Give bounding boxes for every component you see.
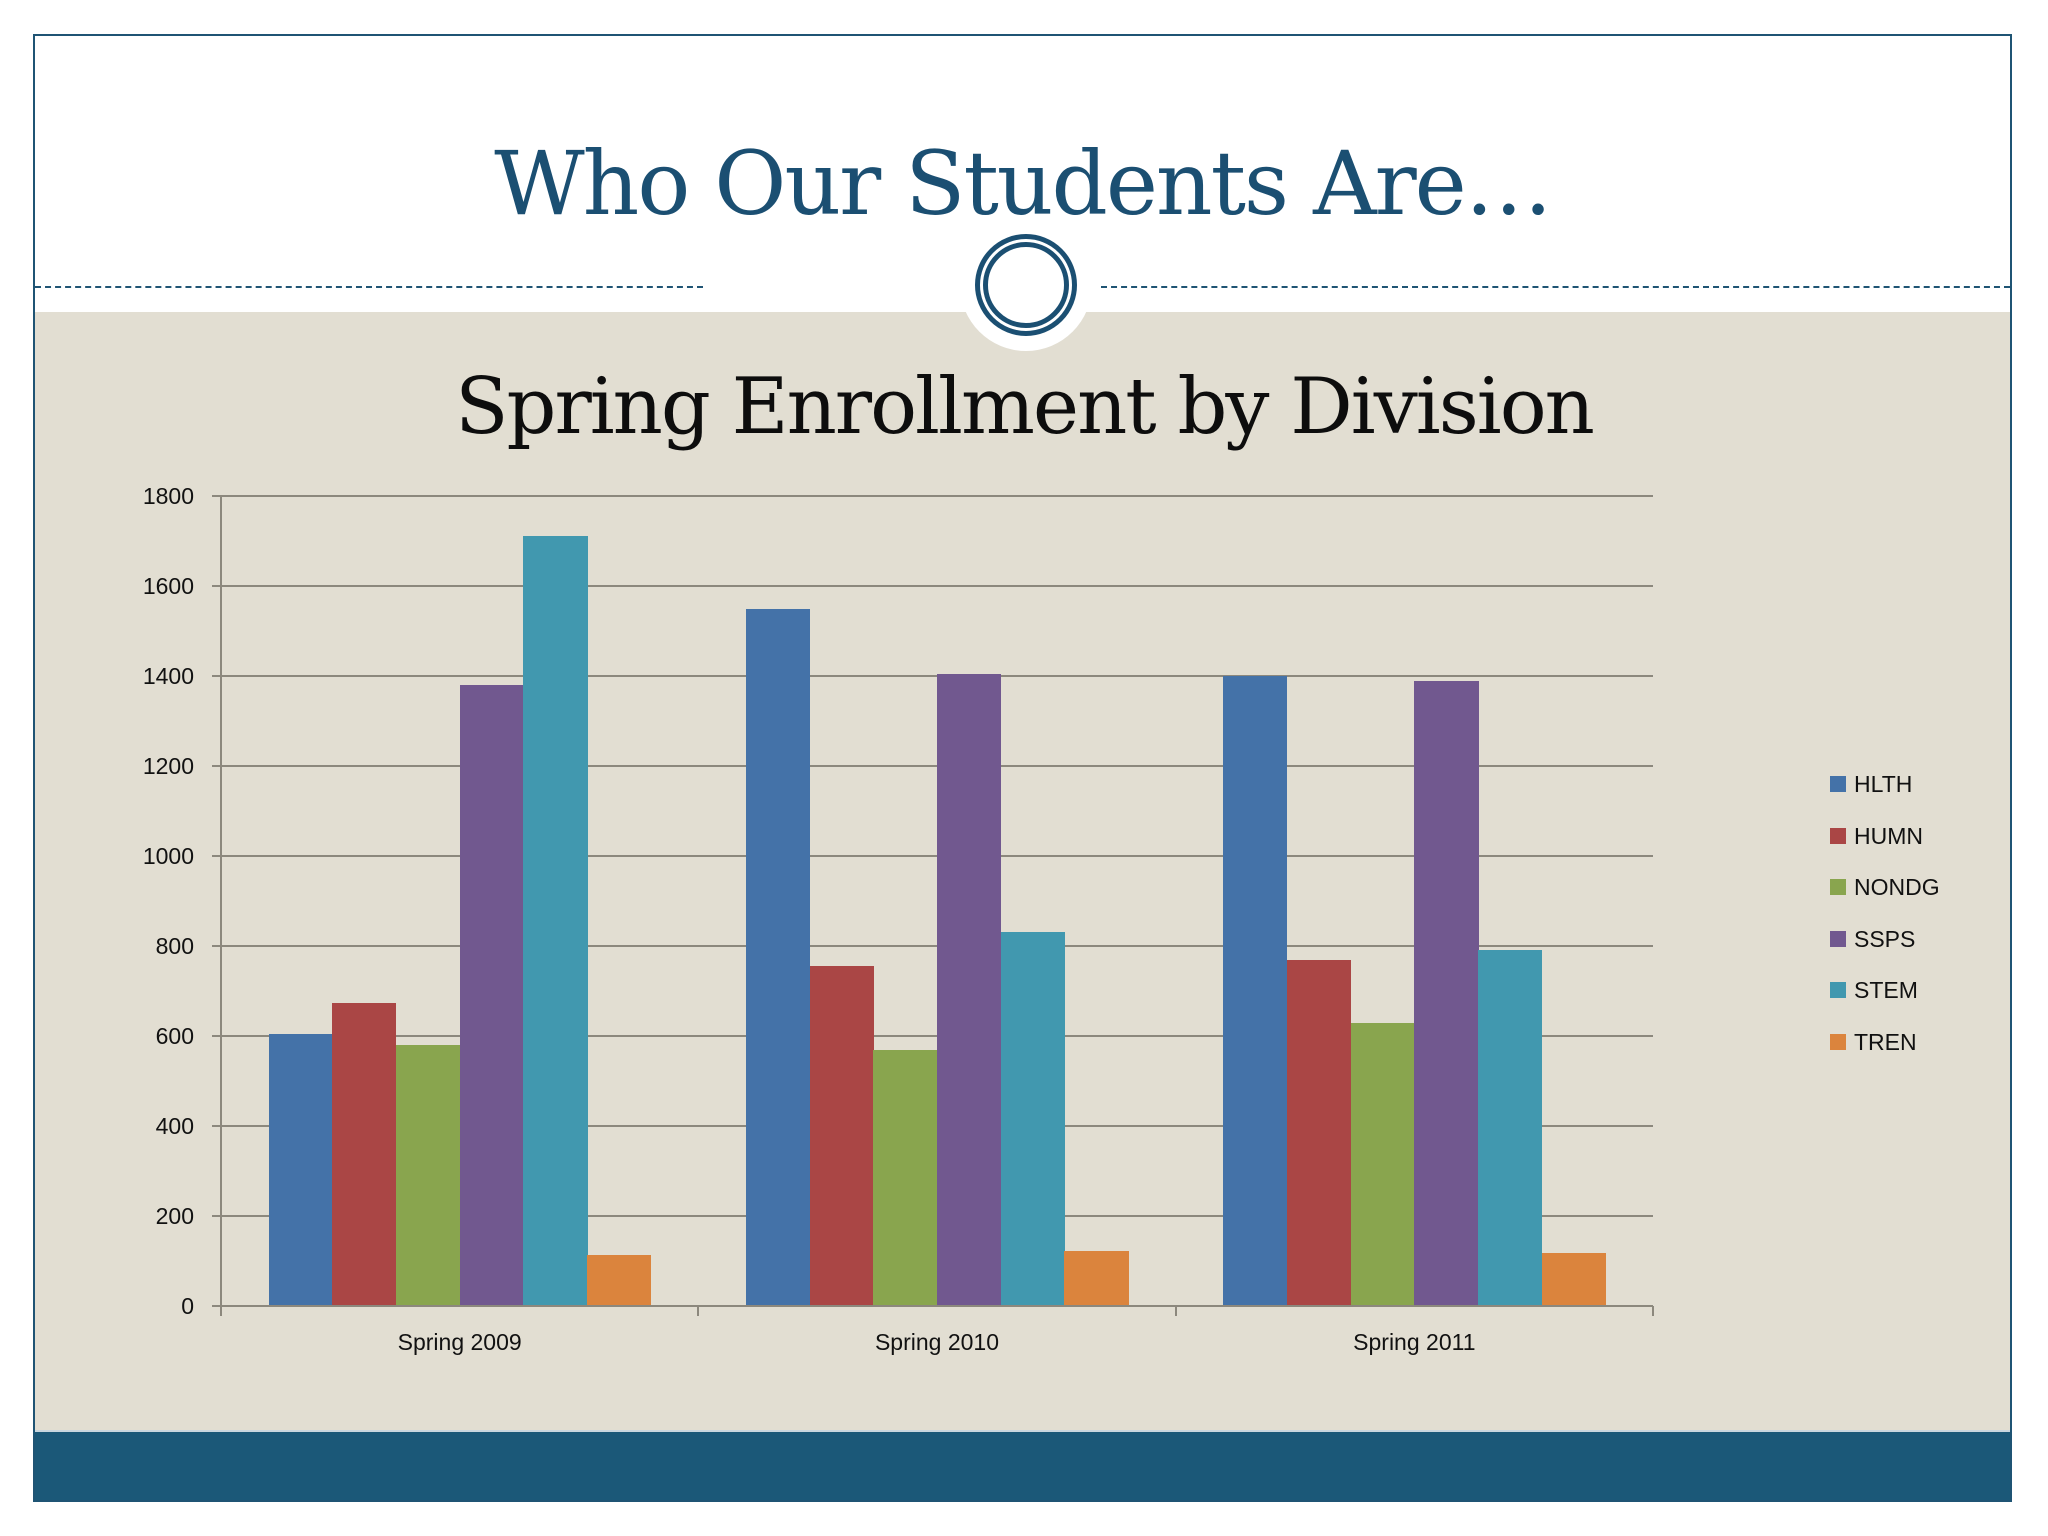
double-ring-icon [975, 234, 1077, 336]
y-axis-label: 800 [155, 933, 194, 959]
legend-swatch [1830, 930, 1846, 947]
double-ring-inner-icon [983, 242, 1069, 328]
legend-swatch [1830, 827, 1846, 844]
footer-bar [35, 1430, 2010, 1500]
legend-swatch [1830, 776, 1846, 792]
y-axis-label: 1200 [142, 753, 194, 779]
bar-ssps [1414, 680, 1479, 1306]
legend-label: TREN [1854, 1028, 1917, 1055]
x-axis-label: Spring 2011 [1353, 1329, 1476, 1355]
y-tick-mark [212, 1215, 221, 1217]
y-tick-mark [212, 495, 221, 497]
x-tick-mark [697, 1306, 700, 1316]
x-tick-mark [1652, 1306, 1654, 1316]
legend-label: NONDG [1854, 874, 1940, 900]
bar-nondg [395, 1045, 461, 1306]
y-axis-label: 1400 [142, 663, 194, 689]
legend-label: HLTH [1854, 771, 1913, 797]
divider-line-left [35, 286, 703, 288]
y-tick-mark [212, 585, 221, 587]
slide-title: Who Our Students Are… [494, 132, 1553, 235]
y-tick-mark [212, 855, 221, 857]
bar-stem [523, 535, 588, 1306]
bar-hlth [745, 608, 811, 1306]
y-axis-label: 400 [155, 1113, 194, 1139]
bar-tren [587, 1255, 652, 1306]
y-axis-label: 600 [155, 1023, 194, 1049]
legend-swatch [1830, 982, 1846, 998]
x-tick-mark [1174, 1306, 1177, 1316]
chart-title: Spring Enrollment by Division [455, 362, 1595, 452]
bar-hlth [268, 1034, 333, 1306]
y-axis-label: 1000 [142, 843, 194, 869]
y-tick-mark [212, 675, 221, 677]
y-tick-mark [212, 945, 221, 947]
bar-nondg [1350, 1023, 1415, 1306]
bar-humn [809, 965, 874, 1306]
y-tick-mark [212, 1305, 221, 1307]
bar-humn [332, 1003, 397, 1306]
x-axis [221, 1305, 1653, 1307]
bar-humn [1286, 960, 1352, 1306]
legend-swatch [1830, 879, 1846, 895]
y-axis-label: 0 [181, 1293, 194, 1319]
bar-nondg [873, 1049, 938, 1306]
bar-ssps [459, 685, 524, 1306]
x-axis-label: Spring 2009 [397, 1329, 522, 1355]
x-axis-label: Spring 2010 [874, 1329, 1000, 1355]
bar-stem [1000, 932, 1065, 1306]
y-tick-mark [212, 1125, 221, 1127]
gridline [221, 585, 1653, 587]
bar-hlth [1223, 676, 1288, 1306]
divider-line-right [1101, 286, 2010, 288]
y-axis-label: 1800 [142, 483, 194, 509]
y-tick-mark [212, 765, 221, 767]
bar-stem [1478, 950, 1543, 1306]
bar-tren [1064, 1250, 1129, 1306]
x-tick-mark [220, 1306, 222, 1316]
y-tick-mark [212, 1035, 221, 1037]
legend-label: HUMN [1854, 822, 1923, 849]
legend-label: SSPS [1854, 925, 1916, 952]
legend-swatch [1830, 1033, 1846, 1050]
y-axis-label: 200 [155, 1203, 194, 1229]
y-axis-label: 1600 [142, 573, 194, 599]
bar-tren [1541, 1252, 1606, 1306]
bar-ssps [937, 674, 1002, 1306]
legend-label: STEM [1854, 977, 1918, 1003]
y-axis [220, 496, 222, 1316]
gridline [221, 495, 1653, 497]
